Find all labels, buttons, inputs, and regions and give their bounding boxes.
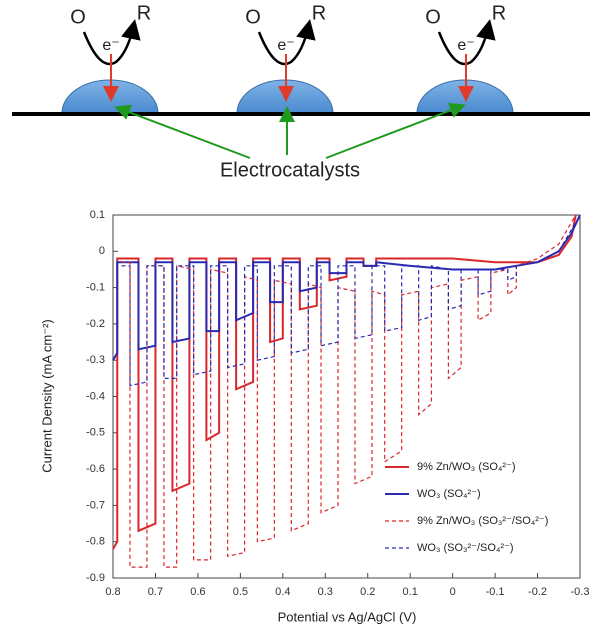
legend-label: 9% Zn/WO₃ (SO₃²⁻/SO₄²⁻) [417,515,548,527]
x-tick-label: 0.8 [105,586,120,598]
pointer-arrow [114,104,251,159]
reductant-label: R [492,2,506,24]
x-tick-label: 0.6 [190,586,205,598]
redox-arrow [82,19,141,66]
x-tick-label: 0 [450,586,456,598]
oxidant-label: O [245,6,261,28]
x-tick-label: 0.7 [148,586,163,598]
x-tick-label: -0.2 [528,586,547,598]
x-tick-label: 0.1 [403,586,418,598]
oxidant-label: O [70,6,86,28]
pointer-arrow [325,102,466,159]
electron-label: e⁻ [277,37,294,54]
data-line [121,214,581,387]
diagram: O R e⁻ O R e⁻ O R e⁻ Electrocatalysts [12,2,590,181]
data-line [112,214,577,550]
y-tick-label: 0 [99,245,105,257]
oxidant-label: O [425,6,441,28]
y-tick-label: 0.1 [90,209,105,221]
legend-label: WO₃ (SO₃²⁻/SO₄²⁻) [417,542,514,554]
x-tick-label: -0.1 [486,586,505,598]
y-tick-label: -0.9 [86,572,105,584]
x-tick-label: -0.3 [571,586,590,598]
x-tick-label: 0.4 [275,586,290,598]
y-tick-label: -0.6 [86,463,105,475]
reductant-label: R [312,2,326,24]
y-tick-label: -0.3 [86,354,105,366]
x-axis-title: Potential vs Ag/AgCl (V) [278,609,417,624]
electron-label: e⁻ [457,37,474,54]
y-tick-label: -0.1 [86,282,105,294]
y-tick-label: -0.4 [86,390,105,402]
y-tick-label: -0.5 [86,427,105,439]
data-line [112,214,581,361]
y-tick-label: -0.8 [86,536,105,548]
x-tick-label: 0.5 [233,586,248,598]
redox-arrow [437,19,496,66]
reductant-label: R [137,2,151,24]
x-tick-label: 0.3 [318,586,333,598]
diagram-label: Electrocatalysts [220,159,360,181]
legend-label: WO₃ (SO₄²⁻) [417,488,481,500]
redox-arrow [257,19,316,66]
y-tick-label: -0.7 [86,499,105,511]
y-axis-title: Current Density (mA cm⁻²) [39,319,54,473]
legend-label: 9% Zn/WO₃ (SO₄²⁻) [417,461,516,473]
x-tick-label: 0.2 [360,586,375,598]
y-tick-label: -0.2 [86,318,105,330]
electron-label: e⁻ [102,37,119,54]
